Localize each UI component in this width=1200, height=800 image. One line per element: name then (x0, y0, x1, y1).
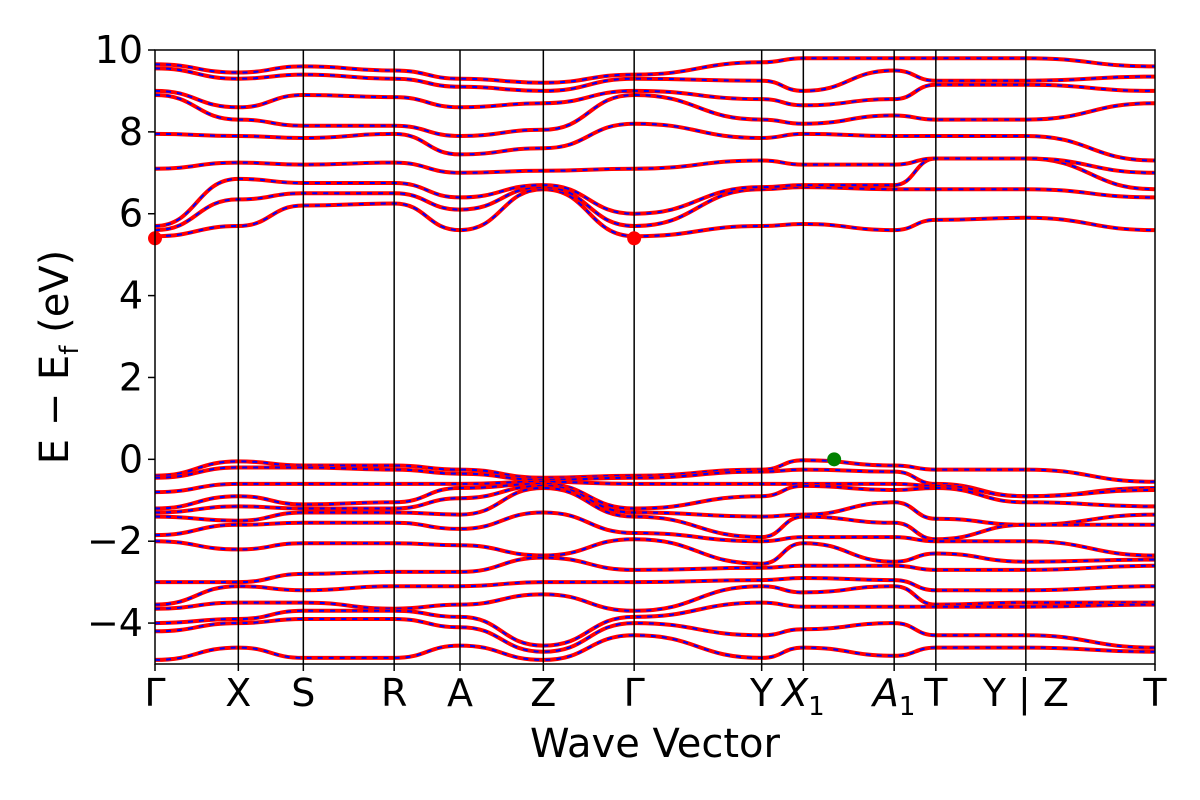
band-line-dashed (155, 93, 1155, 138)
kpoint-label: X1 (780, 671, 825, 722)
kpoint-label: Z (530, 671, 556, 715)
y-axis-ticks: −4 −2 0 2 4 6 8 10 (87, 28, 155, 645)
plot-frame (154, 49, 1156, 665)
band-edge-markers (148, 231, 842, 467)
band-line-dashed (155, 188, 1155, 238)
y-tick-label: 2 (119, 355, 143, 399)
band-line-solid (155, 121, 1155, 163)
band-line-dashed (155, 538, 1155, 565)
band-line-solid (155, 92, 1155, 139)
y-tick-label: −2 (87, 519, 143, 563)
kpoint-label: T (923, 671, 948, 715)
kpoint-label: T (1142, 671, 1167, 715)
x-axis-label: Wave Vector (530, 721, 781, 767)
band-line-solid (155, 66, 1155, 93)
y-tick-label: −4 (87, 601, 143, 645)
band-line-dashed (155, 585, 1155, 612)
kpoint-label: Γ (144, 671, 165, 715)
band-line-dashed (155, 466, 1155, 498)
band-line-solid (155, 633, 1155, 662)
kpoint-label: Y (749, 671, 774, 715)
kpoint-label: S (291, 671, 315, 715)
y-tick-label: 8 (119, 110, 143, 154)
vbm-marker (827, 452, 842, 467)
y-axis-label: E − Ef (eV) (32, 250, 85, 465)
y-tick-label: 6 (119, 192, 143, 236)
band-line-solid (155, 479, 1155, 499)
band-line-solid (155, 156, 1155, 175)
band-line-dashed (155, 122, 1155, 162)
kpoint-label: X (225, 671, 251, 715)
cbm-marker (627, 231, 642, 246)
kpoint-label: A1 (870, 671, 916, 722)
y-tick-label: 10 (95, 28, 143, 72)
kpoint-label: Γ (624, 671, 645, 715)
kpoint-label: R (381, 671, 407, 715)
y-tick-label: 0 (119, 437, 143, 481)
kpoint-label: A (447, 671, 473, 715)
band-lines (155, 56, 1155, 662)
kpoint-label: Y | Z (982, 671, 1069, 716)
kpoint-lines (237, 50, 1027, 664)
band-line-dashed (155, 480, 1155, 498)
band-line-solid (155, 465, 1155, 499)
y-tick-label: 4 (119, 274, 143, 318)
